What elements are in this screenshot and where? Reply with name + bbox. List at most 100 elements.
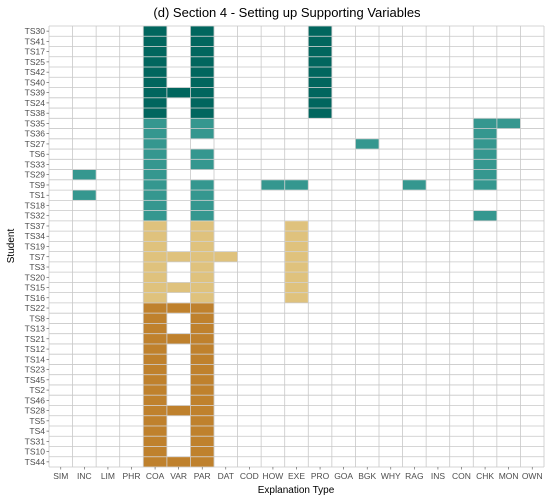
heatmap-cell — [167, 303, 191, 313]
y-tick-label: TS31 — [25, 436, 46, 446]
heatmap-cell — [190, 272, 214, 282]
heatmap-cell — [167, 252, 191, 262]
heatmap-cell — [143, 375, 167, 385]
heatmap-cell — [143, 303, 167, 313]
heatmap-cell — [143, 293, 167, 303]
heatmap-cell — [143, 385, 167, 395]
x-tick-label: COD — [240, 471, 259, 481]
heatmap-cell — [285, 221, 308, 231]
heatmap-cell — [143, 36, 167, 47]
heatmap-cell — [285, 293, 308, 303]
x-tick-label: DAT — [218, 471, 234, 481]
heatmap-cell — [473, 128, 497, 139]
y-tick-label: TS21 — [25, 334, 46, 344]
heatmap-cell — [143, 282, 167, 293]
heatmap-cell — [190, 159, 214, 170]
y-tick-label: TS5 — [29, 416, 45, 426]
heatmap-cell — [308, 98, 332, 108]
y-tick-label: TS39 — [25, 88, 46, 98]
heatmap-cell — [72, 190, 96, 200]
heatmap-cell — [143, 395, 167, 406]
x-tick-label: PAR — [194, 471, 211, 481]
y-tick-label: TS40 — [25, 77, 46, 87]
x-tick-label: RAG — [405, 471, 423, 481]
heatmap-cell — [190, 231, 214, 241]
heatmap-cell — [143, 252, 167, 262]
heatmap-cell — [473, 180, 497, 190]
heatmap-cell — [167, 282, 191, 293]
chart-title: (d) Section 4 - Setting up Supporting Va… — [153, 5, 421, 20]
heatmap-cell — [190, 180, 214, 190]
heatmap-cell — [190, 344, 214, 354]
heatmap-cell — [143, 354, 167, 365]
y-tick-label: TS45 — [25, 375, 46, 385]
heatmap-cell — [143, 46, 167, 57]
heatmap-cell — [190, 375, 214, 385]
y-tick-label: TS35 — [25, 118, 46, 128]
heatmap-cell — [261, 180, 285, 190]
heatmap-cell — [190, 262, 214, 272]
heatmap-cell — [143, 344, 167, 354]
heatmap-cell — [143, 231, 167, 241]
heatmap-cell — [190, 334, 214, 344]
y-tick-label: TS15 — [25, 283, 46, 293]
heatmap-cell — [143, 241, 167, 252]
y-tick-label: TS46 — [25, 395, 46, 405]
x-tick-label: OWN — [522, 471, 543, 481]
y-tick-labels: TS30TS41TS17TS25TS42TS40TS39TS24TS38TS35… — [25, 26, 49, 467]
heatmap-cell — [190, 108, 214, 118]
x-tick-label: CON — [452, 471, 471, 481]
x-tick-label: BGK — [358, 471, 376, 481]
y-tick-label: TS30 — [25, 26, 46, 36]
heatmap-cell — [190, 36, 214, 47]
heatmap-cell — [143, 149, 167, 159]
y-tick-label: TS41 — [25, 36, 46, 46]
y-tick-label: TS29 — [25, 170, 46, 180]
y-tick-label: TS12 — [25, 344, 46, 354]
heatmap-cell — [308, 36, 332, 47]
heatmap-cell — [143, 87, 167, 98]
y-tick-label: TS22 — [25, 303, 46, 313]
heatmap-cell — [143, 323, 167, 334]
heatmap-cell — [190, 98, 214, 108]
heatmap-cell — [143, 118, 167, 129]
heatmap-cell — [190, 293, 214, 303]
y-tick-label: TS27 — [25, 139, 46, 149]
y-tick-label: TS8 — [29, 313, 45, 323]
x-axis-label: Explanation Type — [258, 485, 335, 496]
x-tick-label: GOA — [334, 471, 353, 481]
heatmap-cell — [473, 139, 497, 149]
heatmap-cell — [143, 26, 167, 36]
heatmap-cell — [473, 211, 497, 221]
heatmap-cell — [285, 262, 308, 272]
heatmap-cell — [143, 334, 167, 344]
heatmap-cell — [167, 334, 191, 344]
heatmap-cell — [190, 190, 214, 200]
heatmap-cell — [190, 426, 214, 436]
heatmap-cell — [285, 241, 308, 252]
x-tick-label: INS — [431, 471, 446, 481]
heatmap-cell — [285, 272, 308, 282]
x-tick-label: INC — [77, 471, 92, 481]
heatmap-cell — [190, 395, 214, 406]
heatmap-cell — [190, 149, 214, 159]
heatmap-cell — [473, 159, 497, 170]
y-tick-label: TS28 — [25, 406, 46, 416]
heatmap-cell — [143, 57, 167, 67]
heatmap-cell — [285, 231, 308, 241]
heatmap-cell — [167, 405, 191, 416]
x-tick-labels: SIM INC LIM PHR COA VAR PAR DAT COD HOW EXE PRO GOA B… — [53, 467, 543, 481]
heatmap-cell — [143, 364, 167, 375]
heatmap-cell — [143, 211, 167, 221]
y-tick-label: TS25 — [25, 57, 46, 67]
x-tick-label: WHY — [381, 471, 401, 481]
heatmap-cell — [190, 241, 214, 252]
y-tick-label: TS24 — [25, 98, 46, 108]
heatmap-cell — [308, 67, 332, 77]
heatmap-cell — [167, 457, 191, 467]
heatmap-cell — [190, 416, 214, 426]
heatmap-cell — [308, 46, 332, 57]
y-tick-label: TS13 — [25, 324, 46, 334]
heatmap-cell — [308, 26, 332, 36]
